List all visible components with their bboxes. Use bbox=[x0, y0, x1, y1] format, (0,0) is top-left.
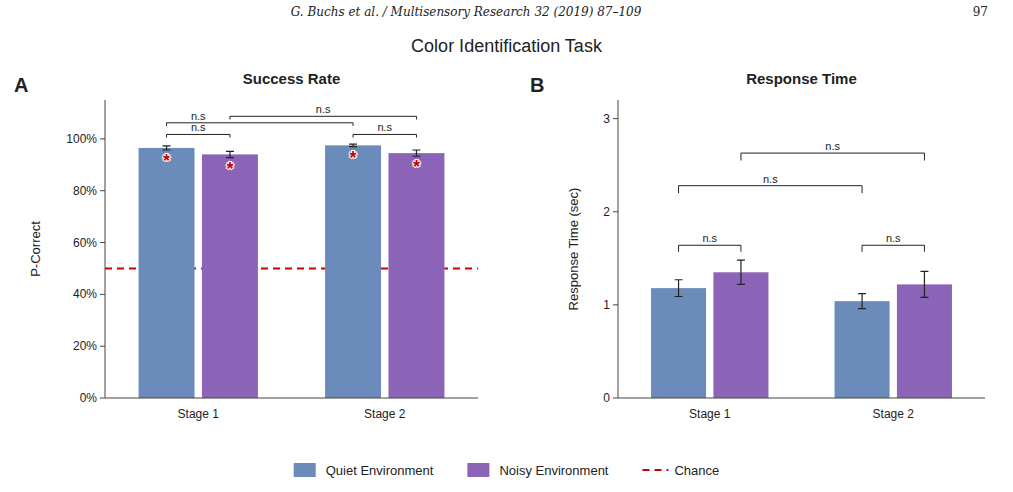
y-tick-label: 100% bbox=[66, 132, 97, 146]
significance-bracket bbox=[862, 245, 924, 252]
x-tick-label: Stage 2 bbox=[873, 407, 915, 421]
error-bar bbox=[349, 144, 357, 147]
panel-title: Response Time bbox=[746, 70, 857, 87]
significance-bracket bbox=[167, 134, 230, 137]
y-tick-label: 60% bbox=[73, 236, 97, 250]
bar bbox=[897, 284, 952, 398]
y-tick bbox=[613, 211, 618, 212]
legend-label: Noisy Environment bbox=[499, 463, 608, 478]
x-axis-line bbox=[105, 398, 478, 399]
header-text: G. Buchs et al. / Multisensory Research … bbox=[291, 5, 642, 19]
bracket-label: n.s bbox=[702, 232, 717, 244]
plot-area bbox=[105, 144, 478, 398]
x-tick-label: Stage 2 bbox=[364, 407, 406, 421]
y-tick bbox=[613, 398, 618, 399]
chart-figure: G. Buchs et al. / Multisensory Research … bbox=[0, 0, 1013, 492]
bracket-label: n.s bbox=[191, 110, 206, 122]
bracket-label: n.s bbox=[825, 140, 840, 152]
y-axis-line bbox=[618, 100, 619, 398]
legend-swatch bbox=[467, 463, 489, 477]
significance-bracket bbox=[679, 186, 863, 193]
bar bbox=[713, 272, 768, 398]
error-bar bbox=[226, 151, 234, 157]
y-tick-label: 80% bbox=[73, 184, 97, 198]
y-tick bbox=[100, 138, 105, 139]
bar bbox=[325, 145, 381, 398]
x-tick-label: Stage 1 bbox=[178, 407, 220, 421]
error-bar bbox=[920, 271, 928, 297]
y-tick bbox=[100, 190, 105, 191]
y-tick-label: 0% bbox=[80, 391, 98, 405]
y-tick-label: 20% bbox=[73, 339, 97, 353]
significance-bracket bbox=[230, 116, 416, 119]
y-tick-label: 2 bbox=[603, 205, 610, 219]
legend-item: Noisy Environment bbox=[467, 463, 608, 478]
y-tick-label: 1 bbox=[603, 298, 610, 312]
legend-label: Chance bbox=[674, 463, 719, 478]
bar bbox=[388, 153, 444, 398]
annotations: A****n.sn.sn.sn.s bbox=[14, 74, 420, 179]
x-axis-line bbox=[618, 398, 985, 399]
bar bbox=[139, 148, 195, 398]
bar bbox=[835, 301, 890, 398]
legend-label: Quiet Environment bbox=[326, 463, 434, 478]
y-tick-label: 0 bbox=[603, 391, 610, 405]
y-axis-label: P-Correct bbox=[28, 221, 43, 277]
bracket-label: n.s bbox=[886, 232, 901, 244]
panel: 0% 20% 40% 60% 80% 100% Stage 1 Stage 2 P-Correc… bbox=[14, 70, 478, 421]
y-tick bbox=[613, 118, 618, 119]
y-tick bbox=[613, 304, 618, 305]
bracket-label: n.s bbox=[191, 121, 206, 133]
y-tick-label: 3 bbox=[603, 112, 610, 126]
panel-title: Success Rate bbox=[243, 70, 341, 87]
y-tick bbox=[100, 346, 105, 347]
legend-item: Chance bbox=[642, 463, 719, 478]
significance-bracket bbox=[353, 134, 416, 137]
significance-marker: * bbox=[350, 148, 357, 168]
annotations: Bn.s n.s n.s n.s bbox=[530, 74, 924, 252]
y-axis-label: Response Time (sec) bbox=[566, 188, 581, 311]
error-bar bbox=[858, 294, 866, 309]
error-bar bbox=[737, 260, 745, 284]
significance-marker: * bbox=[226, 159, 233, 179]
legend: Quiet Environment Noisy Environment Chance bbox=[294, 463, 720, 478]
panel-label: A bbox=[14, 74, 28, 96]
significance-bracket bbox=[741, 153, 925, 160]
header-page: 97 bbox=[973, 5, 988, 19]
bracket-label: n.s bbox=[316, 103, 331, 115]
legend-swatch bbox=[294, 463, 316, 477]
error-bar bbox=[412, 150, 420, 156]
significance-bracket bbox=[679, 245, 741, 252]
error-bar bbox=[163, 146, 171, 150]
y-tick-label: 40% bbox=[73, 287, 97, 301]
bar bbox=[651, 288, 706, 398]
panel-label: B bbox=[530, 74, 544, 96]
plot-area bbox=[651, 260, 952, 398]
y-tick bbox=[100, 294, 105, 295]
error-bar bbox=[675, 280, 683, 297]
significance-marker: * bbox=[163, 151, 170, 171]
legend-item: Quiet Environment bbox=[294, 463, 434, 478]
x-tick-label: Stage 1 bbox=[689, 407, 731, 421]
significance-marker: * bbox=[413, 157, 420, 177]
legend-swatch bbox=[642, 469, 668, 471]
y-axis-line bbox=[105, 100, 106, 398]
y-tick bbox=[100, 242, 105, 243]
bracket-label: n.s bbox=[763, 173, 778, 185]
page: { "title": "Color Identification Task", … bbox=[0, 0, 1013, 492]
panel: 0 1 2 3 Stage 1 Stage 2 Response Time (sec) Res… bbox=[530, 70, 985, 421]
bracket-label: n.s bbox=[377, 121, 392, 133]
figure-title: Color Identification Task bbox=[411, 36, 603, 56]
bar bbox=[202, 154, 258, 398]
y-tick bbox=[100, 398, 105, 399]
